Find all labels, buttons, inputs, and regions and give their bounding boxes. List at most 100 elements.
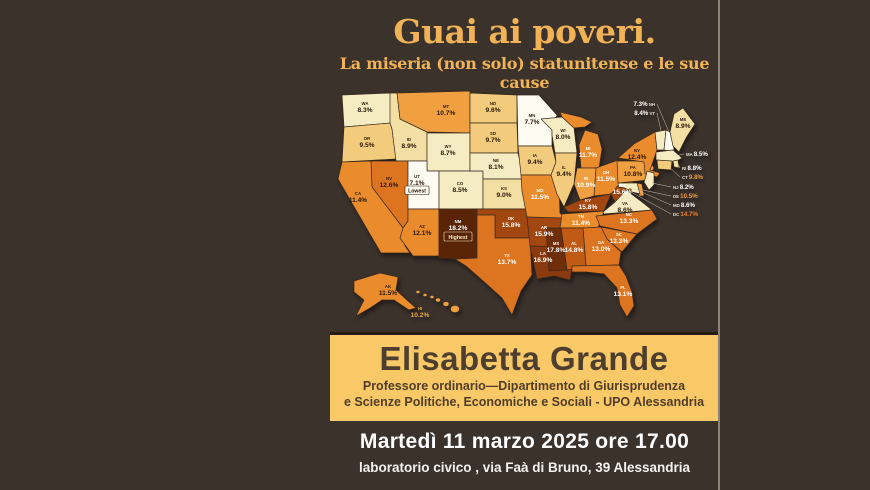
state-dc bbox=[628, 188, 632, 192]
poster-title: Guai ai poveri. bbox=[393, 12, 656, 51]
state-label-wv: WV 15.6% bbox=[613, 183, 632, 196]
state-label-la: LA 16.9% bbox=[534, 251, 553, 264]
highest-badge bbox=[443, 231, 473, 242]
state-label-ms: MS 17.8% bbox=[547, 241, 566, 254]
state-label-pa: PA 10.8% bbox=[624, 165, 643, 178]
state-label-ar: AR 15.9% bbox=[535, 225, 554, 238]
state-label-co: CO 8.5% bbox=[452, 181, 467, 194]
state-ms bbox=[545, 227, 568, 272]
state-ak bbox=[353, 272, 417, 317]
state-ct bbox=[656, 159, 673, 171]
state-label-nm: NM 18.2% bbox=[449, 219, 468, 232]
state-label-ne: NE 8.1% bbox=[488, 158, 503, 171]
state-label-ok: OK 15.8% bbox=[502, 216, 521, 229]
state-label-vt: 8.4% VT bbox=[634, 110, 655, 117]
speaker-role-line1: Professore ordinario—Dipartimento di Giu… bbox=[362, 379, 686, 393]
state-mi bbox=[578, 129, 603, 169]
event-datetime: Martedì 11 marzo 2025 ore 17.00 bbox=[359, 430, 690, 453]
state-tx bbox=[454, 214, 533, 316]
leader-line-ma bbox=[674, 153, 685, 157]
state-il bbox=[550, 152, 578, 208]
state-hi bbox=[450, 305, 460, 313]
state-label-az: AZ 12.1% bbox=[413, 224, 432, 237]
leader-line-md bbox=[634, 188, 672, 206]
state-label-nv: NV 12.6% bbox=[380, 176, 399, 189]
state-label-il: IL 9.4% bbox=[556, 165, 571, 178]
leader-line-de bbox=[642, 189, 672, 197]
state-label-sd: SD 9.7% bbox=[485, 131, 500, 144]
state-label-nd: ND 9.6% bbox=[485, 101, 500, 114]
speaker-role-line2: e Scienze Politiche, Economiche e Social… bbox=[343, 395, 705, 409]
state-label-wa: WA 8.3% bbox=[357, 101, 372, 114]
state-hi bbox=[442, 301, 450, 307]
state-label-ri: RI 8.8% bbox=[682, 165, 702, 172]
speaker-name: Elisabetta Grande bbox=[379, 340, 669, 377]
state-nc bbox=[595, 209, 658, 235]
state-md bbox=[617, 182, 641, 195]
state-label-sc: SC 13.3% bbox=[610, 232, 629, 245]
state-label-mi: MI 11.7% bbox=[579, 146, 597, 159]
state-label-va: VA 8.6% bbox=[617, 201, 632, 214]
state-label-ky: KY 15.8% bbox=[579, 198, 598, 211]
leader-line-dc bbox=[630, 191, 672, 215]
leader-line-vt bbox=[656, 112, 662, 132]
state-ma bbox=[655, 149, 683, 163]
state-label-al: AL 14.8% bbox=[565, 241, 584, 254]
poster-right-edge bbox=[718, 0, 720, 490]
state-label-ca: CA 11.4% bbox=[349, 191, 367, 204]
state-hi bbox=[429, 295, 435, 299]
state-ri bbox=[672, 159, 680, 169]
highest-badge-label: Highest bbox=[448, 235, 467, 241]
state-mi bbox=[559, 111, 593, 129]
state-label-ny: NY 12.4% bbox=[628, 148, 647, 161]
state-label-de: DE 10.5% bbox=[673, 193, 698, 200]
state-label-mn: MN 7.7% bbox=[524, 113, 539, 126]
state-label-wi: WI 8.0% bbox=[555, 128, 570, 141]
state-label-dc: DC 14.7% bbox=[673, 211, 698, 218]
state-label-ks: KS 9.0% bbox=[496, 186, 511, 199]
leader-line-ri bbox=[677, 163, 681, 169]
lowest-badge bbox=[404, 185, 430, 195]
state-nj bbox=[643, 170, 655, 191]
state-fl bbox=[571, 264, 635, 318]
state-label-ak: AK 11.5% bbox=[379, 284, 397, 297]
state-label-wy: WY 8.7% bbox=[440, 144, 455, 157]
state-hi bbox=[435, 297, 441, 303]
state-in bbox=[573, 167, 597, 201]
state-hi bbox=[415, 290, 421, 294]
state-label-ct: CT 9.8% bbox=[682, 174, 704, 181]
state-label-mo: MO 11.5% bbox=[531, 188, 549, 201]
state-label-or: OR 9.5% bbox=[359, 136, 374, 149]
state-label-ma: MA 8.5% bbox=[686, 151, 708, 158]
lowest-badge-label: Lowest bbox=[408, 189, 426, 195]
state-label-id: ID 8.9% bbox=[401, 137, 416, 150]
state-label-me: ME 8.9% bbox=[675, 117, 690, 130]
state-label-ga: GA 13.0% bbox=[592, 240, 611, 253]
speaker-box: Elisabetta Grande Professore ordinario—D… bbox=[330, 332, 718, 421]
poster-subtitle: La miseria (non solo) statunitense e le … bbox=[339, 54, 710, 92]
state-ny bbox=[617, 131, 661, 178]
state-mt bbox=[396, 90, 471, 134]
leader-line-ct bbox=[667, 165, 681, 178]
state-label-nj: NJ 8.2% bbox=[673, 184, 694, 191]
state-label-ut: UT 7.1% bbox=[409, 174, 424, 187]
state-label-ia: IA 9.4% bbox=[527, 153, 542, 166]
state-label-oh: OH 11.5% bbox=[597, 170, 615, 183]
state-hi bbox=[422, 293, 428, 297]
state-label-nh: 7.3% NH bbox=[633, 101, 655, 108]
state-va bbox=[602, 189, 653, 215]
state-label-tx: TX 13.7% bbox=[498, 253, 517, 266]
state-label-fl: FL 13.1% bbox=[614, 285, 633, 298]
leader-line-nj bbox=[651, 182, 672, 188]
state-ky bbox=[563, 193, 612, 213]
state-label-hi: HI 10.2% bbox=[411, 306, 430, 319]
state-label-nc: NC 13.3% bbox=[620, 212, 639, 225]
leader-line-nh bbox=[656, 103, 670, 133]
state-label-mt: MT 10.7% bbox=[437, 104, 456, 117]
state-me bbox=[669, 107, 696, 153]
state-ca bbox=[337, 160, 411, 254]
event-location: laboratorio civico , via Faà di Bruno, 3… bbox=[358, 460, 691, 475]
state-label-in: IN 10.9% bbox=[577, 176, 596, 189]
state-label-md: MD 8.6% bbox=[673, 202, 695, 209]
state-label-tn: TN 11.4% bbox=[572, 214, 590, 227]
